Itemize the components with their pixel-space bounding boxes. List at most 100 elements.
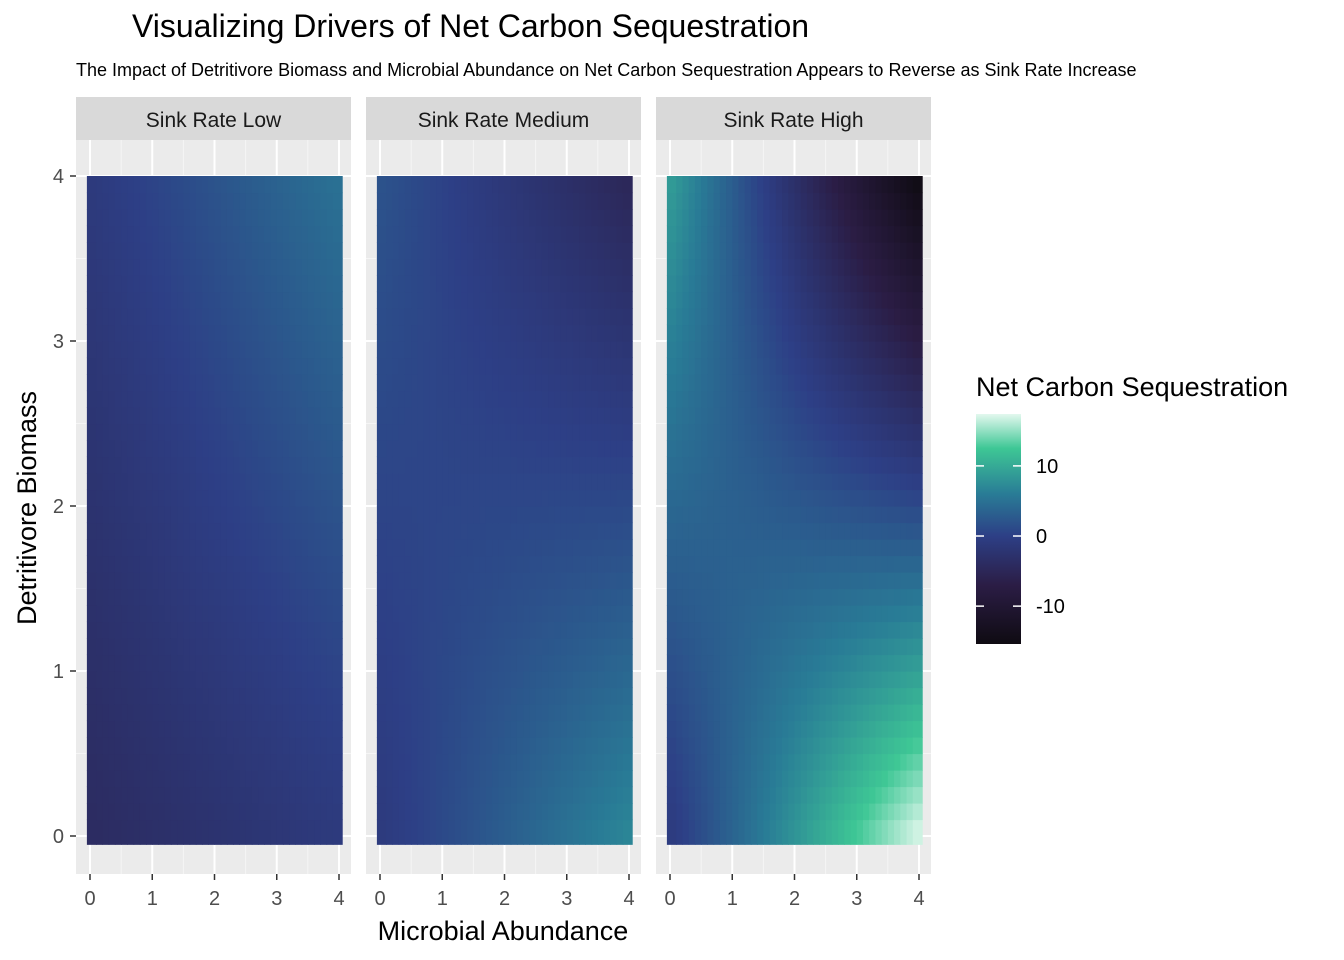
heat-tile — [270, 621, 278, 639]
heat-tile — [844, 555, 852, 573]
heat-tile — [869, 621, 877, 639]
heat-tile — [541, 539, 549, 557]
heat-tile — [862, 374, 870, 392]
heat-tile — [307, 291, 315, 309]
heat-tile — [404, 638, 412, 656]
heat-tile — [616, 357, 624, 375]
heat-tile — [127, 225, 135, 243]
heat-tile — [301, 506, 309, 524]
heat-tile — [604, 737, 611, 755]
heat-tile — [183, 258, 191, 276]
heat-tile — [332, 522, 343, 540]
heat-tile — [869, 506, 877, 524]
heat-tile — [585, 588, 593, 606]
heat-tile — [682, 456, 690, 474]
heat-tile — [258, 473, 265, 491]
heat-tile — [869, 522, 877, 540]
heat-tile — [504, 621, 512, 639]
heat-tile — [694, 704, 702, 722]
heat-tile — [332, 209, 343, 227]
heat-tile — [139, 588, 147, 606]
heat-tile — [912, 176, 923, 194]
heat-tile — [386, 786, 394, 804]
heat-tile — [376, 473, 387, 491]
heat-tile — [825, 555, 833, 573]
heat-tile — [763, 572, 771, 590]
heat-tile — [894, 192, 901, 210]
heat-tile — [838, 555, 845, 573]
heat-tile — [392, 786, 400, 804]
heat-tile — [498, 341, 506, 359]
heat-tile — [436, 770, 443, 788]
heat-tile — [139, 720, 147, 738]
heat-tile — [819, 341, 827, 359]
heat-tile — [763, 605, 771, 623]
heat-tile — [96, 621, 104, 639]
heat-tile — [96, 357, 104, 375]
heat-tile — [529, 539, 537, 557]
heat-tile — [750, 489, 758, 507]
heat-tile — [177, 572, 184, 590]
heat-tile — [164, 671, 172, 689]
heat-tile — [757, 555, 764, 573]
heat-tile — [850, 555, 858, 573]
heat-tile — [417, 506, 425, 524]
heat-tile — [881, 374, 889, 392]
heat-tile — [794, 341, 802, 359]
heat-tile — [307, 374, 315, 392]
heat-tile — [485, 638, 493, 656]
heat-tile — [473, 489, 481, 507]
heat-tile — [516, 341, 524, 359]
heat-tile — [146, 242, 153, 260]
heat-tile — [529, 242, 537, 260]
heat-tile — [170, 242, 178, 260]
heat-tile — [900, 324, 908, 342]
heat-tile — [548, 720, 555, 738]
heat-tile — [666, 374, 677, 392]
heat-tile — [838, 275, 845, 293]
heat-tile — [282, 522, 290, 540]
heat-tile — [541, 753, 549, 771]
heat-tile — [320, 539, 328, 557]
heat-tile — [152, 522, 160, 540]
heat-tile — [202, 770, 209, 788]
heat-tile — [96, 225, 104, 243]
heat-tile — [560, 407, 568, 425]
heat-tile — [423, 506, 431, 524]
heat-tile — [226, 522, 234, 540]
heat-tile — [320, 687, 328, 705]
heat-tile — [417, 638, 425, 656]
heat-tile — [454, 390, 462, 408]
heat-tile — [894, 770, 901, 788]
heat-tile — [800, 176, 808, 194]
heat-tile — [738, 209, 746, 227]
heat-tile — [757, 687, 764, 705]
heat-tile — [320, 258, 328, 276]
heat-tile — [856, 407, 864, 425]
heat-tile — [454, 176, 462, 194]
heat-tile — [195, 390, 203, 408]
heat-tile — [869, 374, 877, 392]
heat-tile — [769, 819, 777, 845]
heat-tile — [738, 275, 746, 293]
heat-tile — [473, 720, 481, 738]
heat-tile — [694, 539, 702, 557]
heat-tile — [782, 654, 789, 672]
heat-tile — [460, 341, 468, 359]
heat-tile — [479, 704, 487, 722]
heat-tile — [831, 440, 839, 458]
heat-tile — [900, 803, 908, 821]
heat-tile — [276, 357, 284, 375]
heat-tile — [492, 324, 499, 342]
heat-tile — [417, 341, 425, 359]
heat-tile — [912, 192, 923, 210]
heat-tile — [289, 819, 297, 845]
heat-tile — [189, 687, 197, 705]
heat-tile — [750, 753, 758, 771]
heat-tile — [295, 440, 303, 458]
heat-tile — [688, 555, 696, 573]
heat-tile — [202, 621, 209, 639]
heat-tile — [622, 572, 633, 590]
heat-tile — [429, 291, 437, 309]
heat-tile — [102, 423, 110, 441]
